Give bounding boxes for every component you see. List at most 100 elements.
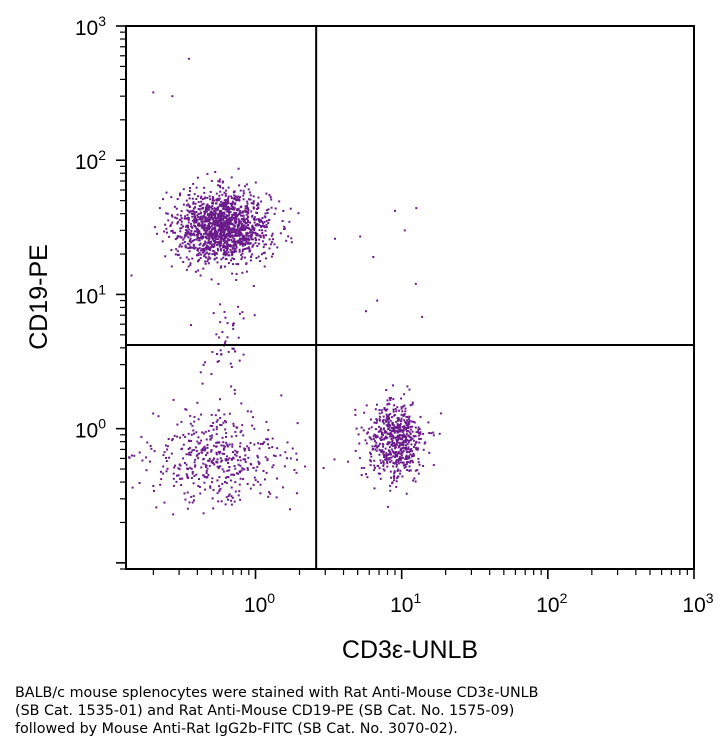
data-point	[193, 238, 196, 241]
data-point	[229, 229, 232, 232]
data-point	[234, 490, 237, 493]
data-point	[189, 466, 192, 469]
data-point	[407, 427, 410, 430]
data-point	[198, 230, 201, 233]
data-point	[204, 262, 207, 265]
data-point	[225, 482, 228, 484]
data-point	[238, 248, 241, 251]
data-point	[412, 420, 415, 423]
data-point	[296, 458, 298, 461]
data-point	[239, 464, 242, 467]
data-point	[262, 246, 265, 249]
data-point	[389, 399, 392, 401]
data-point	[238, 312, 241, 315]
data-point	[199, 274, 202, 277]
data-point	[389, 424, 392, 427]
data-point	[173, 434, 176, 437]
data-point	[164, 223, 167, 226]
data-point	[391, 427, 393, 430]
data-point	[401, 436, 404, 439]
data-point	[209, 218, 211, 221]
data-point	[220, 227, 223, 230]
data-point	[218, 235, 221, 238]
data-point	[244, 210, 247, 213]
data-point	[186, 213, 189, 216]
data-point	[240, 469, 243, 472]
data-point	[220, 258, 223, 261]
data-point	[398, 442, 401, 444]
data-point	[203, 220, 206, 223]
data-point	[238, 213, 241, 216]
data-point	[410, 438, 413, 441]
data-point	[179, 256, 182, 259]
data-point	[400, 428, 402, 431]
data-point	[201, 248, 204, 251]
data-point	[244, 185, 247, 188]
data-point	[190, 225, 193, 228]
data-point	[265, 220, 268, 223]
data-point	[402, 441, 405, 444]
data-point	[210, 234, 213, 237]
data-point	[206, 234, 209, 237]
data-point	[171, 214, 173, 217]
data-point	[403, 419, 406, 422]
data-point	[190, 232, 193, 235]
data-point	[200, 449, 203, 452]
data-point	[208, 230, 211, 233]
data-point	[402, 440, 405, 443]
data-point	[219, 487, 222, 490]
data-point	[251, 245, 254, 248]
data-point	[383, 408, 386, 411]
data-point	[386, 462, 389, 465]
data-point	[206, 224, 209, 227]
data-point	[381, 420, 384, 423]
data-point	[255, 469, 258, 472]
data-point	[207, 216, 210, 219]
data-point	[214, 230, 217, 233]
data-point	[228, 221, 231, 224]
data-point	[203, 216, 206, 219]
data-point	[218, 178, 221, 181]
data-point	[214, 212, 217, 215]
data-point	[178, 235, 181, 238]
data-point	[257, 203, 260, 206]
data-point	[233, 235, 236, 238]
data-point	[265, 438, 268, 441]
data-point	[246, 445, 249, 448]
data-point	[203, 446, 206, 449]
data-point	[238, 230, 241, 233]
data-point	[263, 243, 266, 246]
data-point	[197, 249, 199, 252]
data-point	[202, 244, 204, 247]
data-point	[244, 458, 246, 461]
data-point	[390, 453, 392, 456]
data-point	[169, 225, 172, 228]
data-point	[379, 428, 382, 431]
data-point	[247, 224, 250, 226]
data-point	[204, 207, 207, 209]
data-point	[230, 244, 233, 247]
data-point	[295, 452, 298, 455]
data-point	[234, 195, 237, 198]
data-point	[249, 231, 252, 234]
data-point	[204, 488, 207, 491]
data-point	[193, 224, 196, 227]
data-point	[228, 412, 231, 415]
data-point	[233, 473, 236, 476]
data-point	[387, 441, 390, 444]
data-point	[200, 233, 202, 236]
data-point	[213, 209, 216, 212]
data-point	[228, 223, 231, 226]
data-point	[372, 435, 375, 438]
data-point	[227, 237, 230, 240]
data-point	[407, 446, 410, 449]
data-point	[229, 479, 232, 482]
data-point	[227, 234, 230, 237]
data-point	[274, 207, 277, 210]
data-point	[407, 448, 409, 451]
data-point	[222, 202, 225, 205]
data-point	[236, 229, 239, 231]
data-point	[196, 234, 199, 237]
data-point	[387, 453, 390, 456]
